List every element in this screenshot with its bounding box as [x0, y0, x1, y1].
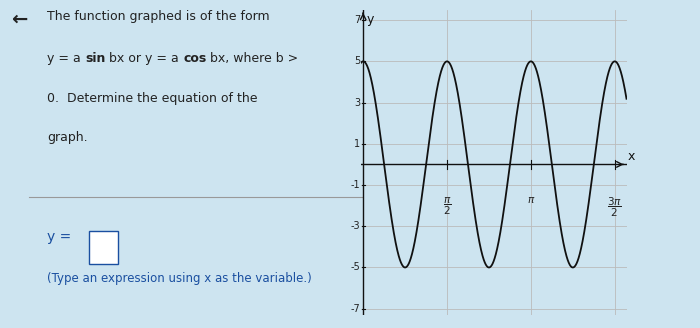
Text: $\dfrac{3\pi}{2}$: $\dfrac{3\pi}{2}$	[608, 195, 622, 218]
Text: y =: y =	[48, 230, 76, 244]
Text: $\dfrac{\pi}{2}$: $\dfrac{\pi}{2}$	[442, 195, 452, 216]
Text: x: x	[628, 150, 635, 163]
Text: 5: 5	[354, 56, 360, 66]
Text: 7: 7	[354, 15, 360, 25]
Text: $\pi$: $\pi$	[526, 195, 535, 205]
Text: bx, where b >: bx, where b >	[206, 52, 299, 66]
Text: sin: sin	[85, 52, 106, 66]
Text: 0.  Determine the equation of the: 0. Determine the equation of the	[48, 92, 258, 105]
Text: -1: -1	[350, 180, 360, 190]
Text: -7: -7	[350, 304, 360, 314]
Text: -5: -5	[350, 262, 360, 273]
Text: graph.: graph.	[48, 131, 88, 144]
Text: y = a: y = a	[48, 52, 85, 66]
Text: (Type an expression using x as the variable.): (Type an expression using x as the varia…	[48, 272, 312, 285]
Text: bx or y = a: bx or y = a	[106, 52, 183, 66]
Text: y: y	[366, 13, 374, 26]
FancyBboxPatch shape	[89, 231, 118, 264]
Text: The function graphed is of the form: The function graphed is of the form	[48, 10, 270, 23]
Text: -3: -3	[350, 221, 360, 231]
Text: cos: cos	[183, 52, 206, 66]
Text: 1: 1	[354, 139, 360, 149]
Text: ←: ←	[11, 10, 27, 29]
Text: 3: 3	[354, 98, 360, 108]
